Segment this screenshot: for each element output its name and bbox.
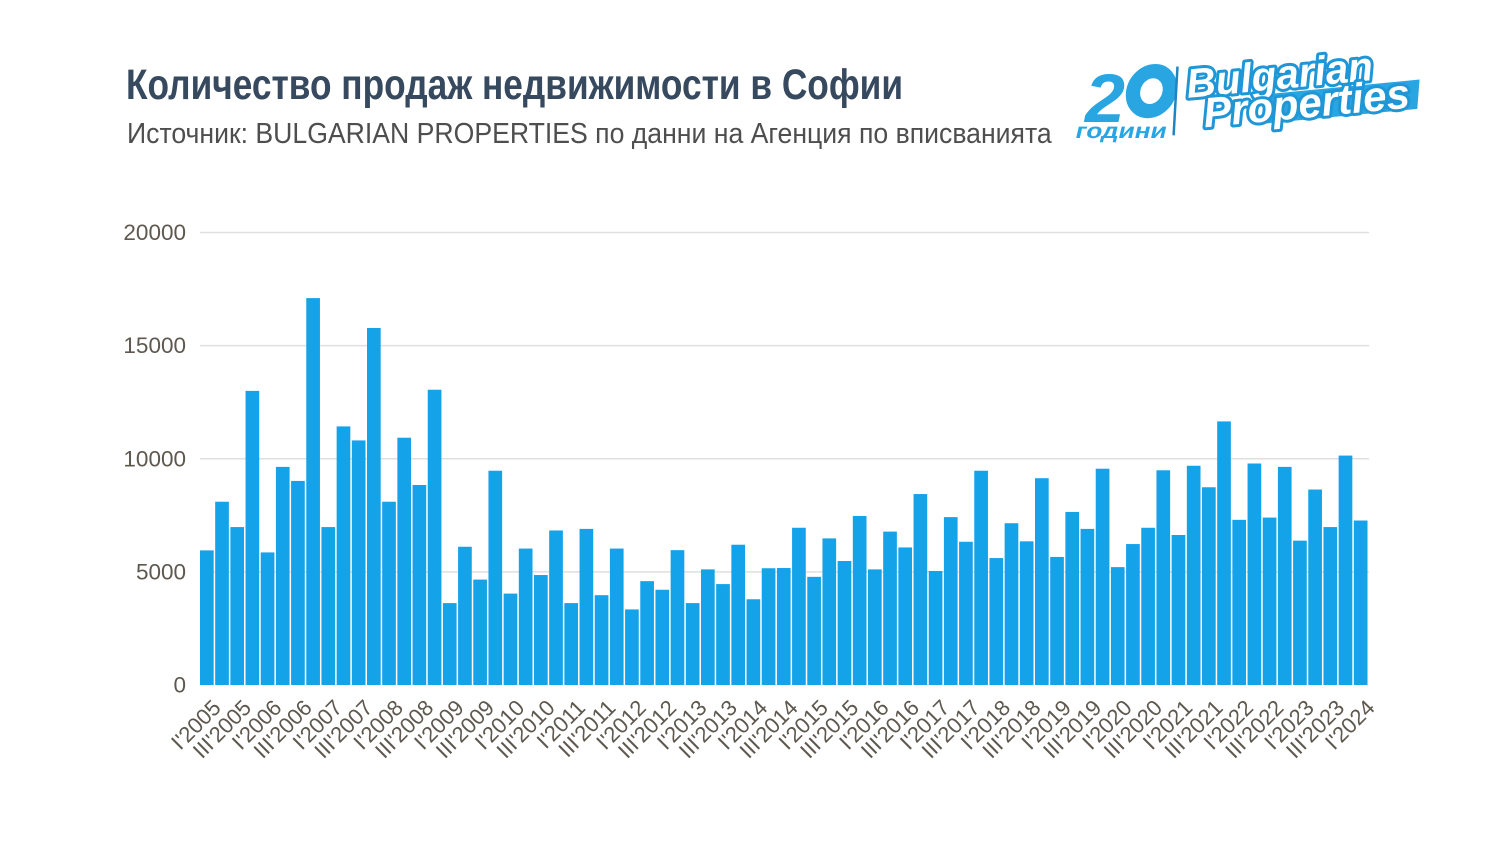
svg-text:години: години — [1075, 118, 1170, 143]
svg-text:15000: 15000 — [123, 333, 186, 358]
svg-text:0: 0 — [173, 673, 186, 698]
svg-text:5000: 5000 — [136, 559, 186, 584]
svg-text:20000: 20000 — [123, 220, 186, 245]
svg-text:10000: 10000 — [123, 446, 186, 471]
svg-text:2: 2 — [1083, 60, 1125, 137]
